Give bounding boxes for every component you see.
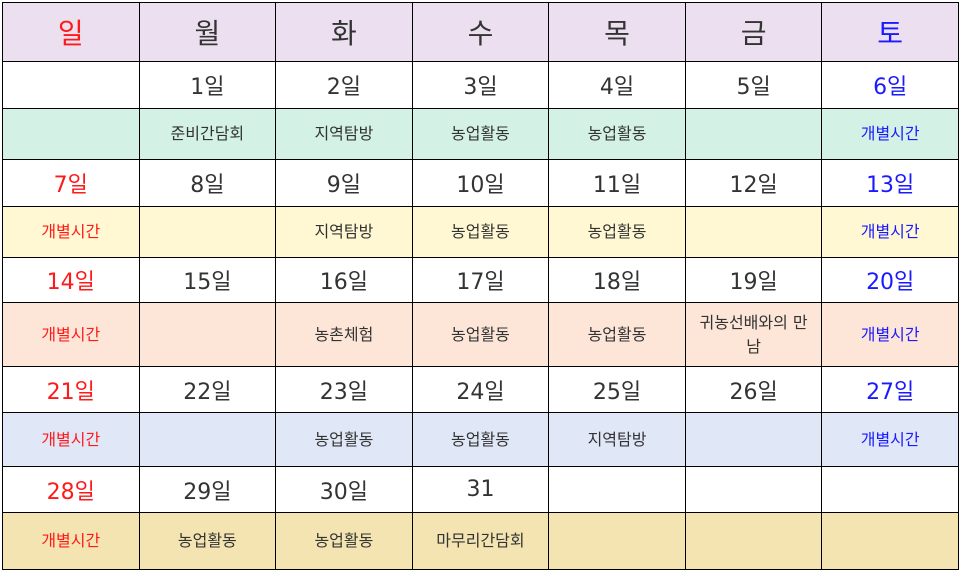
- activity-cell: 개별시간: [821, 412, 959, 467]
- weekday-header: 월: [138, 2, 277, 62]
- date-cell: 25일: [548, 366, 686, 413]
- activity-cell: [548, 512, 686, 570]
- activity-cell: 개별시간: [2, 302, 140, 367]
- monthly-calendar: 일 월 화 수 목 금 토 1일 2일 3일 4일 5일 6일 준비간담회 지역탐방 농업활동 농업활동 개별시간…: [2, 2, 959, 570]
- activity-cell: 농업활동: [411, 302, 550, 367]
- activity-cell: 마무리간담회: [411, 512, 550, 570]
- date-cell: 22일: [138, 366, 277, 413]
- date-row: 14일 15일 16일 17일 18일 19일 20일: [2, 257, 959, 303]
- date-row: 28일 29일 30일 31: [2, 466, 959, 513]
- weekday-header: 금: [684, 2, 823, 62]
- activity-cell: 개별시간: [821, 206, 959, 258]
- date-cell: [2, 61, 140, 109]
- date-row: 7일 8일 9일 10일 11일 12일 13일: [2, 159, 959, 207]
- activity-cell: [138, 206, 277, 258]
- date-cell: 17일: [411, 257, 550, 303]
- date-cell: 11일: [548, 159, 686, 207]
- date-cell: [684, 466, 823, 513]
- date-cell: 30일: [275, 466, 413, 513]
- activity-cell: 농업활동: [548, 302, 686, 367]
- weekday-header: 토: [821, 2, 959, 62]
- activity-cell: [2, 108, 140, 160]
- activity-cell: [684, 412, 823, 467]
- date-cell: 10일: [411, 159, 550, 207]
- date-cell: 20일: [821, 257, 959, 303]
- activity-row: 개별시간 농업활동 농업활동 지역탐방 개별시간: [2, 412, 959, 467]
- activity-cell: 개별시간: [821, 108, 959, 160]
- activity-row: 개별시간 농업활동 농업활동 마무리간담회: [2, 512, 959, 570]
- activity-row: 준비간담회 지역탐방 농업활동 농업활동 개별시간: [2, 108, 959, 160]
- date-cell: 18일: [548, 257, 686, 303]
- weekday-header: 수: [411, 2, 550, 62]
- date-cell: [821, 466, 959, 513]
- date-cell: 15일: [138, 257, 277, 303]
- activity-cell: 개별시간: [2, 206, 140, 258]
- activity-cell: 농업활동: [411, 206, 550, 258]
- date-row: 1일 2일 3일 4일 5일 6일: [2, 61, 959, 109]
- date-cell: [548, 466, 686, 513]
- date-cell: 29일: [138, 466, 277, 513]
- activity-cell: 농업활동: [411, 412, 550, 467]
- date-cell: 27일: [821, 366, 959, 413]
- date-cell: 28일: [2, 466, 140, 513]
- date-cell: 13일: [821, 159, 959, 207]
- date-cell: 2일: [275, 61, 413, 109]
- activity-cell: 농업활동: [548, 108, 686, 160]
- date-cell: 5일: [684, 61, 823, 109]
- date-row: 21일 22일 23일 24일 25일 26일 27일: [2, 366, 959, 413]
- activity-cell: 준비간담회: [138, 108, 277, 160]
- activity-cell: 농업활동: [275, 512, 413, 570]
- activity-row: 개별시간 농촌체험 농업활동 농업활동 귀농선배와의 만남 개별시간: [2, 302, 959, 367]
- activity-row: 개별시간 지역탐방 농업활동 농업활동 개별시간: [2, 206, 959, 258]
- activity-cell: [684, 206, 823, 258]
- activity-cell: 농촌체험: [275, 302, 413, 367]
- activity-cell: [138, 412, 277, 467]
- activity-cell: 농업활동: [548, 206, 686, 258]
- activity-cell: [821, 512, 959, 570]
- date-cell: 19일: [684, 257, 823, 303]
- date-cell: 14일: [2, 257, 140, 303]
- date-cell: 24일: [411, 366, 550, 413]
- activity-cell: 지역탐방: [548, 412, 686, 467]
- date-cell: 7일: [2, 159, 140, 207]
- activity-cell: 귀농선배와의 만남: [684, 302, 823, 367]
- weekday-header: 화: [275, 2, 413, 62]
- date-cell: 16일: [275, 257, 413, 303]
- date-cell: 21일: [2, 366, 140, 413]
- date-cell: 23일: [275, 366, 413, 413]
- activity-cell: 농업활동: [411, 108, 550, 160]
- activity-cell: 개별시간: [821, 302, 959, 367]
- activity-cell: [684, 108, 823, 160]
- date-cell: 6일: [821, 61, 959, 109]
- activity-cell: 개별시간: [2, 512, 140, 570]
- weekday-header: 목: [548, 2, 686, 62]
- date-cell: 4일: [548, 61, 686, 109]
- activity-cell: 농업활동: [138, 512, 277, 570]
- date-cell: 9일: [275, 159, 413, 207]
- activity-cell: 지역탐방: [275, 108, 413, 160]
- activity-cell: 개별시간: [2, 412, 140, 467]
- activity-cell: [138, 302, 277, 367]
- activity-cell: 농업활동: [275, 412, 413, 467]
- date-cell: 1일: [138, 61, 277, 109]
- date-cell: 3일: [411, 61, 550, 109]
- date-cell: 12일: [684, 159, 823, 207]
- date-cell: 31: [411, 466, 550, 513]
- date-cell: 8일: [138, 159, 277, 207]
- activity-cell: [684, 512, 823, 570]
- activity-cell: 지역탐방: [275, 206, 413, 258]
- date-cell: 26일: [684, 366, 823, 413]
- weekday-header: 일: [2, 2, 140, 62]
